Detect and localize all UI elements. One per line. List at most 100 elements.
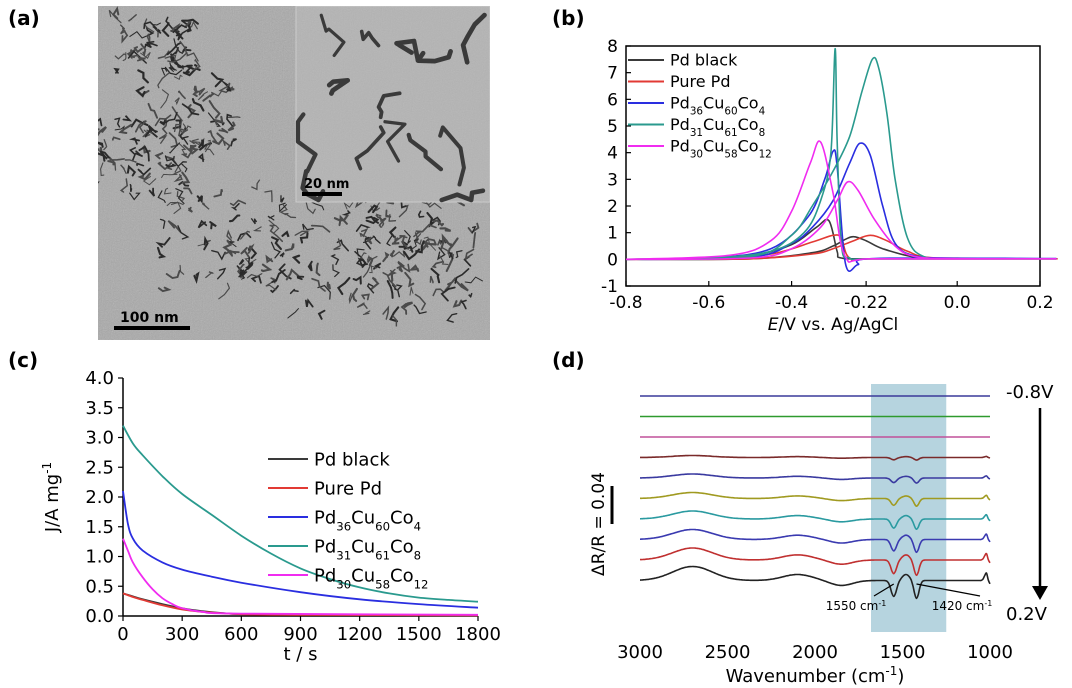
nanowire	[186, 52, 199, 62]
legend-label-pd30: Pd30Cu58Co12	[314, 565, 428, 591]
nanowire	[204, 139, 211, 153]
nanowire	[326, 281, 331, 290]
nanowire	[229, 199, 247, 207]
nanowire	[177, 90, 186, 100]
peak-label-superscript: -1	[878, 599, 886, 608]
nanowire	[202, 93, 214, 102]
y-tick-label: 5	[607, 117, 618, 137]
nanowire	[175, 188, 185, 205]
nanowire	[343, 201, 354, 210]
spectrum-line	[639, 510, 991, 530]
nanowire	[153, 22, 161, 26]
y-tick-label: 1.0	[85, 547, 114, 568]
nanowire	[373, 262, 382, 270]
nanowire	[408, 264, 420, 272]
nanowire	[365, 215, 380, 224]
x-axis-label: Wavenumber (cm-1)	[726, 664, 905, 686]
nanowire	[240, 246, 250, 258]
legend-label-pd_black: Pd black	[670, 51, 738, 70]
nanowire	[317, 284, 331, 300]
nanowire	[431, 260, 444, 269]
y-axis-label-text: J/A mg	[42, 474, 63, 533]
y-tick-label: 2.5	[85, 457, 114, 478]
nanowire	[177, 28, 190, 41]
nanowire	[409, 286, 414, 296]
nanowire	[430, 267, 441, 284]
nanowire	[213, 189, 223, 198]
legend-text: Co	[390, 536, 414, 557]
nanowire	[396, 284, 403, 298]
nanowire	[222, 139, 231, 150]
x-tick-label: -0.22	[844, 293, 888, 313]
legend-subscript: 60	[724, 106, 737, 118]
nanowire	[165, 270, 181, 280]
nanowire	[278, 202, 287, 213]
nanowire	[289, 288, 299, 295]
legend-subscript: 31	[690, 127, 703, 139]
nanowire	[174, 97, 180, 106]
nanowire	[107, 160, 116, 166]
nanowire	[213, 115, 224, 126]
x-tick-label: -0.8	[609, 293, 642, 313]
x-tick-label: -0.4	[775, 293, 808, 313]
nanowire	[341, 210, 351, 216]
nanowire	[382, 305, 390, 320]
legend-text: Pd black	[670, 51, 738, 70]
nanowire	[230, 138, 237, 147]
nanowire	[133, 46, 143, 54]
nanowire	[157, 161, 166, 170]
nanowire	[414, 293, 427, 311]
x-tick-label: 3000	[617, 642, 663, 663]
nanowire	[388, 214, 397, 222]
nanowire	[98, 141, 104, 148]
nanowire	[157, 72, 170, 89]
nanowire	[375, 213, 382, 219]
nanowire	[120, 24, 126, 35]
nanowire	[181, 171, 191, 184]
legend-label-pd_black: Pd black	[314, 449, 390, 470]
nanowire	[452, 299, 463, 308]
nanowire	[98, 150, 110, 160]
nanowire	[287, 308, 299, 319]
y-tick-label: 2.0	[85, 487, 114, 508]
inset-nanowire	[460, 12, 487, 65]
legend-text: Co	[738, 94, 759, 113]
x-tick-label: 0.0	[944, 293, 971, 313]
nanowire	[305, 201, 316, 215]
nanowire	[182, 67, 201, 77]
nanowire	[129, 192, 141, 201]
nanowire	[362, 310, 371, 315]
nanowire	[270, 241, 281, 259]
nanowire	[164, 66, 183, 76]
nanowire	[446, 313, 458, 323]
nanowire	[332, 264, 340, 278]
nanowire	[454, 268, 470, 284]
nanowire	[171, 158, 188, 168]
nanowire	[311, 277, 326, 292]
series-line-pd36	[625, 142, 1057, 273]
nanowire	[144, 128, 158, 138]
legend-subscript: 61	[375, 548, 390, 562]
nanowire	[181, 103, 200, 116]
nanowire	[455, 250, 463, 259]
nanowire	[120, 164, 127, 175]
inset-nanowire	[394, 38, 421, 62]
nanowire	[122, 115, 133, 122]
nanowire	[167, 52, 188, 63]
y-tick-label: 4.0	[85, 368, 114, 389]
nanowire	[271, 236, 282, 250]
nanowire	[388, 226, 397, 238]
y-axis-label-superscript: -1	[40, 462, 54, 474]
nanowire	[146, 33, 151, 43]
nanowire	[148, 187, 156, 197]
nanowire	[423, 236, 436, 251]
nanowire	[370, 276, 380, 291]
nanowire	[187, 206, 193, 213]
y-tick-label: 6	[607, 90, 618, 110]
nanowire	[352, 275, 362, 285]
nanowire	[98, 152, 106, 162]
nanowire	[279, 251, 285, 258]
nanowire	[364, 236, 372, 250]
nanowire	[172, 47, 179, 56]
x-axis-label-superscript: -1	[885, 664, 897, 678]
